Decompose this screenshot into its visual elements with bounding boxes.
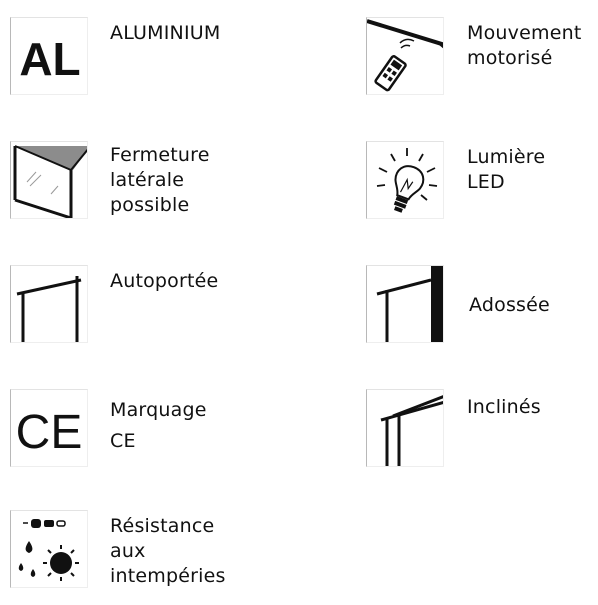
autoportee-label: Autoportée [110, 270, 219, 292]
light-bulb-icon [366, 141, 444, 219]
remote-control-icon [366, 17, 444, 95]
aluminium-label: ALUMINIUM [110, 22, 221, 44]
freestanding-frame-icon [10, 265, 88, 343]
al-icon-text: AL [19, 33, 80, 85]
wall-mounted-frame-icon [366, 265, 444, 343]
marquage-ce-label: Marquage CE [110, 399, 207, 452]
ce-mark-icon: CE [10, 389, 88, 467]
fermeture-laterale-label: Fermeture latérale possible [110, 144, 210, 216]
weather-resistance-icon [10, 510, 88, 588]
adossee-label: Adossée [469, 294, 550, 316]
mouvement-motorise-label: Mouvement motorisé [467, 22, 582, 69]
aluminium-al-icon: AL [10, 17, 88, 95]
lumiere-led-label: Lumière LED [467, 146, 546, 193]
resistance-label: Résistance aux intempéries [110, 515, 226, 587]
ce-icon-text: CE [16, 406, 83, 459]
inclined-roof-icon [366, 389, 444, 467]
side-glass-enclosure-icon [10, 141, 88, 219]
inclines-label: Inclinés [467, 396, 541, 418]
